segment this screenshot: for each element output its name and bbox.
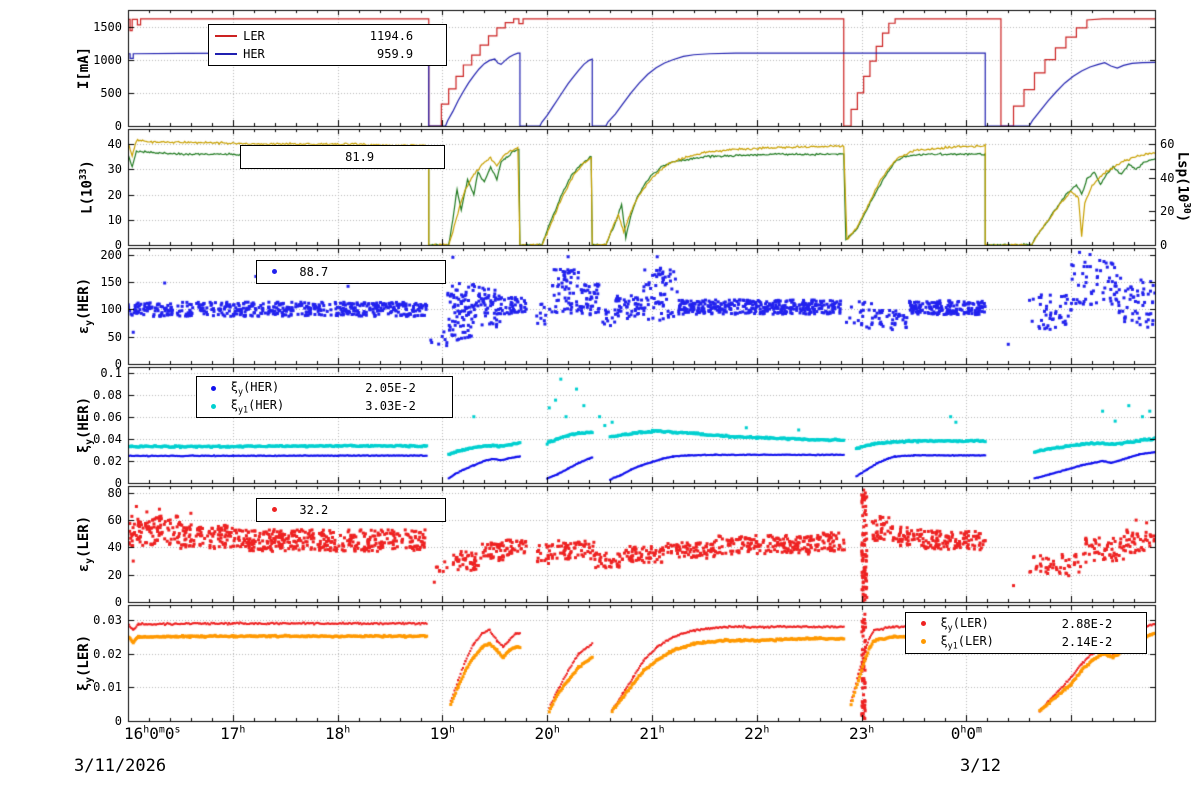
legend-value: 81.9 <box>345 150 375 165</box>
right-y-tick-label: 40 <box>1160 170 1175 185</box>
legend-label: ξy(LER) <box>940 615 989 633</box>
legend-box: LER 1194.6 HER 959.9 <box>208 23 448 66</box>
legend-box: ξy(HER) 2.05E-2 ξy1(HER) 3.03E-2 <box>195 376 453 419</box>
x-tick-label: 16h0m0s <box>124 724 181 743</box>
legend-value: 2.88E-2 <box>1061 616 1113 631</box>
legend-box: 81.9 <box>239 145 446 170</box>
legend-entry: ξy(HER) 2.05E-2 <box>197 379 452 397</box>
right-y-tick-label: 0 <box>1160 238 1168 252</box>
y-tick-label: 0 <box>114 714 122 728</box>
legend-value: 1194.6 <box>369 28 414 43</box>
legend-label: ξy1(HER) <box>230 398 285 415</box>
x-tick-label: 23h <box>848 724 875 743</box>
y-tick-label: 0.02 <box>93 453 122 468</box>
date-label-end: 3/12 <box>960 756 1001 776</box>
y-axis-title: L(1033) <box>78 160 96 214</box>
y-axis-title: εy(LER) <box>76 515 95 573</box>
y-tick-label: 20 <box>107 567 122 582</box>
y-tick-label: 60 <box>107 513 122 528</box>
x-tick-label: 19h <box>429 724 455 743</box>
line-marker-icon <box>209 52 243 55</box>
legend-label: HER <box>243 46 265 61</box>
legend-entry: ξy1(HER) 3.03E-2 <box>197 397 452 415</box>
y-tick-label: 0 <box>114 357 122 371</box>
y-tick-label: 200 <box>100 247 122 262</box>
right-y-tick-label: 20 <box>1160 204 1175 219</box>
y-tick-label: 0.08 <box>93 387 122 402</box>
y-tick-label: 1000 <box>93 52 122 67</box>
y-tick-label: 0 <box>114 595 122 609</box>
legend-value: 3.03E-2 <box>365 399 416 414</box>
y-tick-label: 10 <box>107 212 122 227</box>
y-tick-label: 100 <box>100 302 122 317</box>
y-axis-title: ξy(HER) <box>76 396 95 454</box>
right-y-tick-label: 60 <box>1160 137 1175 152</box>
legend-entry: 88.7 <box>257 263 445 281</box>
legend-label: LER <box>243 28 265 43</box>
y-tick-label: 1500 <box>93 19 122 34</box>
legend-value: 88.7 <box>299 264 329 279</box>
y-axis-title: εy(HER) <box>76 277 95 335</box>
x-tick-label: 21h <box>639 724 665 743</box>
legend-entry: 81.9 <box>241 148 444 166</box>
y-tick-label: 500 <box>100 85 122 100</box>
legend-value: 32.2 <box>299 502 329 517</box>
y-tick-label: 80 <box>107 485 122 500</box>
y-tick-label: 0.01 <box>93 680 122 695</box>
legend-box: 32.2 <box>256 497 447 522</box>
y-tick-label: 40 <box>107 540 122 555</box>
y-tick-label: 40 <box>107 137 122 152</box>
y-axis-title: I[mA] <box>76 46 92 90</box>
date-label-start: 3/11/2026 <box>74 756 167 776</box>
y-tick-label: 20 <box>107 187 122 202</box>
legend-value: 2.05E-2 <box>365 381 416 396</box>
dot-marker-icon <box>197 385 231 391</box>
y-axis-title: ξy(LER) <box>76 634 95 692</box>
legend-label: ξy1(LER) <box>940 633 994 651</box>
y-tick-label: 30 <box>107 162 122 177</box>
x-tick-label: 22h <box>744 724 770 743</box>
legend-box: 88.7 <box>256 259 447 284</box>
legend-entry: HER 959.9 <box>209 45 446 63</box>
legend-value: 2.14E-2 <box>1061 634 1113 649</box>
legend-entry: ξy1(LER) 2.14E-2 <box>906 633 1145 651</box>
y-tick-label: 0.04 <box>93 431 122 446</box>
legend-entry: 32.2 <box>257 501 445 519</box>
right-axis-title: Lsp(1030) <box>1174 151 1192 223</box>
y-tick-label: 0 <box>114 238 122 252</box>
y-tick-label: 0 <box>114 119 122 133</box>
legend-box: ξy(LER) 2.88E-2 ξy1(LER) 2.14E-2 <box>905 611 1147 654</box>
legend-entry: LER 1194.6 <box>209 27 446 45</box>
y-tick-label: 0.06 <box>93 409 122 424</box>
dot-marker-icon <box>906 621 940 627</box>
x-tick-label: 0h0m <box>950 724 982 743</box>
x-tick-label: 18h <box>324 724 351 743</box>
y-tick-label: 50 <box>107 329 122 344</box>
y-tick-label: 0.02 <box>93 646 122 661</box>
x-tick-label: 20h <box>534 724 560 743</box>
y-tick-label: 0.03 <box>93 613 122 628</box>
x-tick-label: 17h <box>220 724 246 743</box>
dot-marker-icon <box>197 403 231 409</box>
legend-value: 959.9 <box>377 46 414 61</box>
y-tick-label: 0.1 <box>100 365 122 380</box>
line-marker-icon <box>209 34 243 37</box>
legend-label: ξy(HER) <box>230 380 280 397</box>
legend-entry: ξy(LER) 2.88E-2 <box>906 615 1145 633</box>
y-tick-label: 0 <box>114 476 122 490</box>
y-tick-label: 150 <box>100 274 122 289</box>
dot-marker-icon <box>257 269 291 275</box>
dot-marker-icon <box>257 507 291 513</box>
dot-marker-icon <box>906 639 940 645</box>
